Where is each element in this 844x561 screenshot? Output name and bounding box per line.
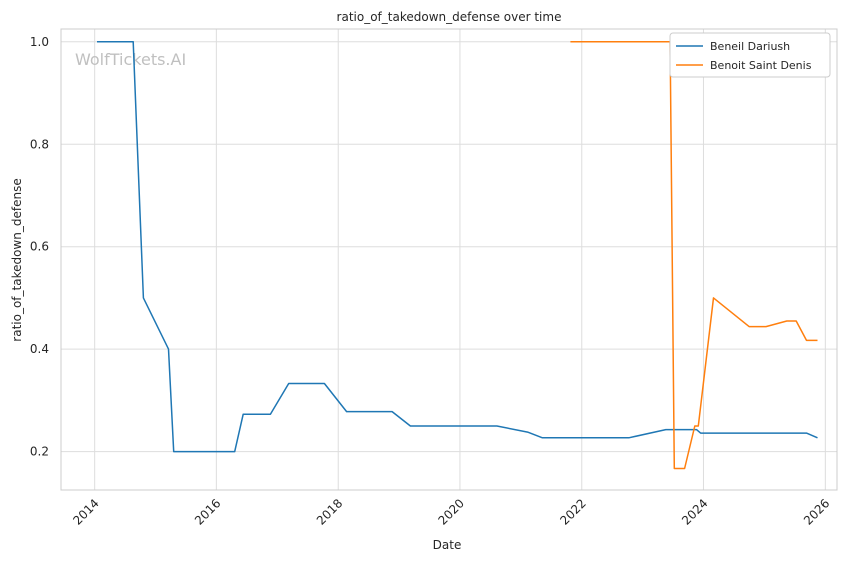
legend-label-beneil-dariush: Beneil Dariush (710, 40, 790, 53)
legend-box (669, 32, 831, 78)
y-axis-title: ratio_of_takedown_defense (10, 178, 24, 341)
legend-label-benoit-saint-denis: Benoit Saint Denis (710, 59, 812, 72)
y-tick-label: 0.2 (30, 445, 49, 459)
plot-frame (60, 28, 838, 491)
chart-title: ratio_of_takedown_defense over time (337, 10, 562, 24)
y-tick-label: 1.0 (30, 35, 49, 49)
x-axis-title: Date (433, 538, 462, 552)
grid-lines (61, 29, 837, 490)
series-line-beneil-dariush (97, 41, 818, 453)
legend: Beneil Dariush Benoit Saint Denis (669, 32, 831, 78)
series-lines (97, 41, 818, 470)
y-tick-label: 0.6 (30, 240, 49, 254)
series-line-benoit-saint-denis (570, 41, 818, 470)
y-tick-label: 0.4 (30, 342, 49, 356)
y-tick-labels: 0.2 0.4 0.6 0.8 1.0 (30, 35, 49, 459)
watermark-text: WolfTickets.AI (75, 50, 186, 69)
y-tick-label: 0.8 (30, 137, 49, 151)
